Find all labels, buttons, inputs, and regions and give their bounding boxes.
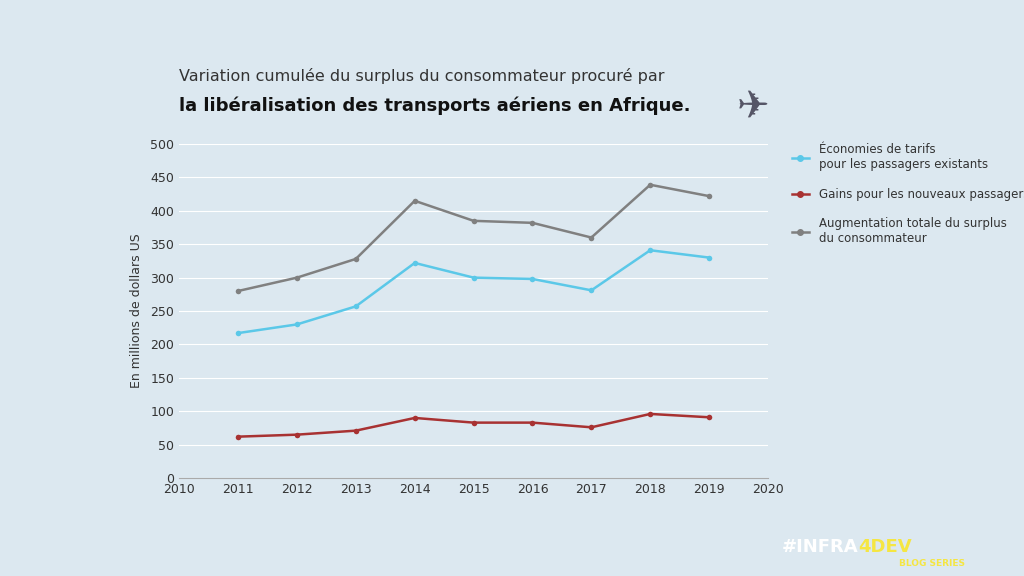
Y-axis label: En millions de dollars US: En millions de dollars US <box>130 234 143 388</box>
Text: 4DEV: 4DEV <box>858 537 911 556</box>
Text: la libéralisation des transports aériens en Afrique.: la libéralisation des transports aériens… <box>179 97 691 115</box>
Text: BLOG SERIES: BLOG SERIES <box>899 559 965 569</box>
Text: #INFRA: #INFRA <box>781 537 858 556</box>
Text: Variation cumulée du surplus du consommateur procuré par: Variation cumulée du surplus du consomma… <box>179 67 665 84</box>
Legend: Économies de tarifs
pour les passagers existants, Gains pour les nouveaux passag: Économies de tarifs pour les passagers e… <box>792 143 1024 245</box>
Text: ✈: ✈ <box>736 88 769 126</box>
